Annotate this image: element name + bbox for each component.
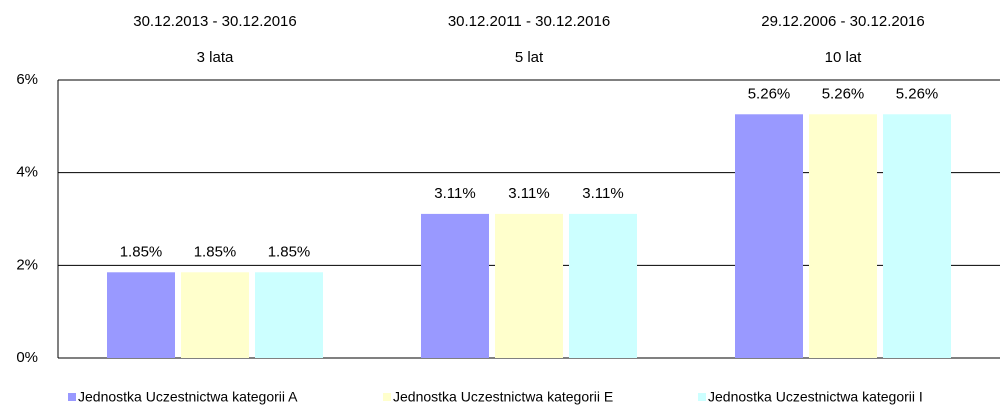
legend-label: Jednostka Uczestnictwa kategorii A [78,389,298,405]
value-label: 5.26% [896,85,939,102]
label-bg [257,242,321,263]
legend-swatch [698,393,706,401]
legend-label: Jednostka Uczestnictwa kategorii I [708,389,923,405]
category-dates: 30.12.2011 - 30.12.2016 [448,13,610,30]
y-tick-label: 0% [16,349,38,366]
value-label: 1.85% [120,243,163,260]
value-label: 3.11% [434,185,475,202]
category-label: 3 lata [197,49,234,66]
category-label: 10 lat [825,49,863,66]
label-bg [885,84,949,105]
label-bg [183,242,247,263]
label-bg [803,48,883,68]
label-bg [423,183,487,204]
value-label: 5.26% [822,85,865,102]
label-bg [109,242,173,263]
bar [883,114,951,358]
value-label: 3.11% [508,185,549,202]
value-label: 1.85% [268,243,311,260]
legend-swatch [68,393,76,401]
category-label: 5 lat [515,49,544,66]
label-bg [489,48,569,68]
label-bg [811,84,875,105]
bar [569,213,637,358]
label-bg [571,183,635,204]
legend-label: Jednostka Uczestnictwa kategorii E [393,389,613,405]
bar [107,272,175,358]
bar [181,272,249,358]
y-tick-label: 6% [16,71,38,88]
value-label: 3.11% [582,185,623,202]
category-dates: 29.12.2006 - 30.12.2016 [761,13,924,30]
y-tick-label: 2% [16,256,38,273]
label-bg [497,183,561,204]
label-bg [737,84,801,105]
y-tick-label: 4% [16,164,38,181]
value-label: 1.85% [194,243,237,260]
bar [255,272,323,358]
bar [421,213,489,358]
bar [735,114,803,358]
bar [809,114,877,358]
legend-swatch [383,393,391,401]
value-label: 5.26% [748,85,791,102]
bar [495,213,563,358]
category-dates: 30.12.2013 - 30.12.2016 [133,13,296,30]
label-bg [175,48,255,68]
